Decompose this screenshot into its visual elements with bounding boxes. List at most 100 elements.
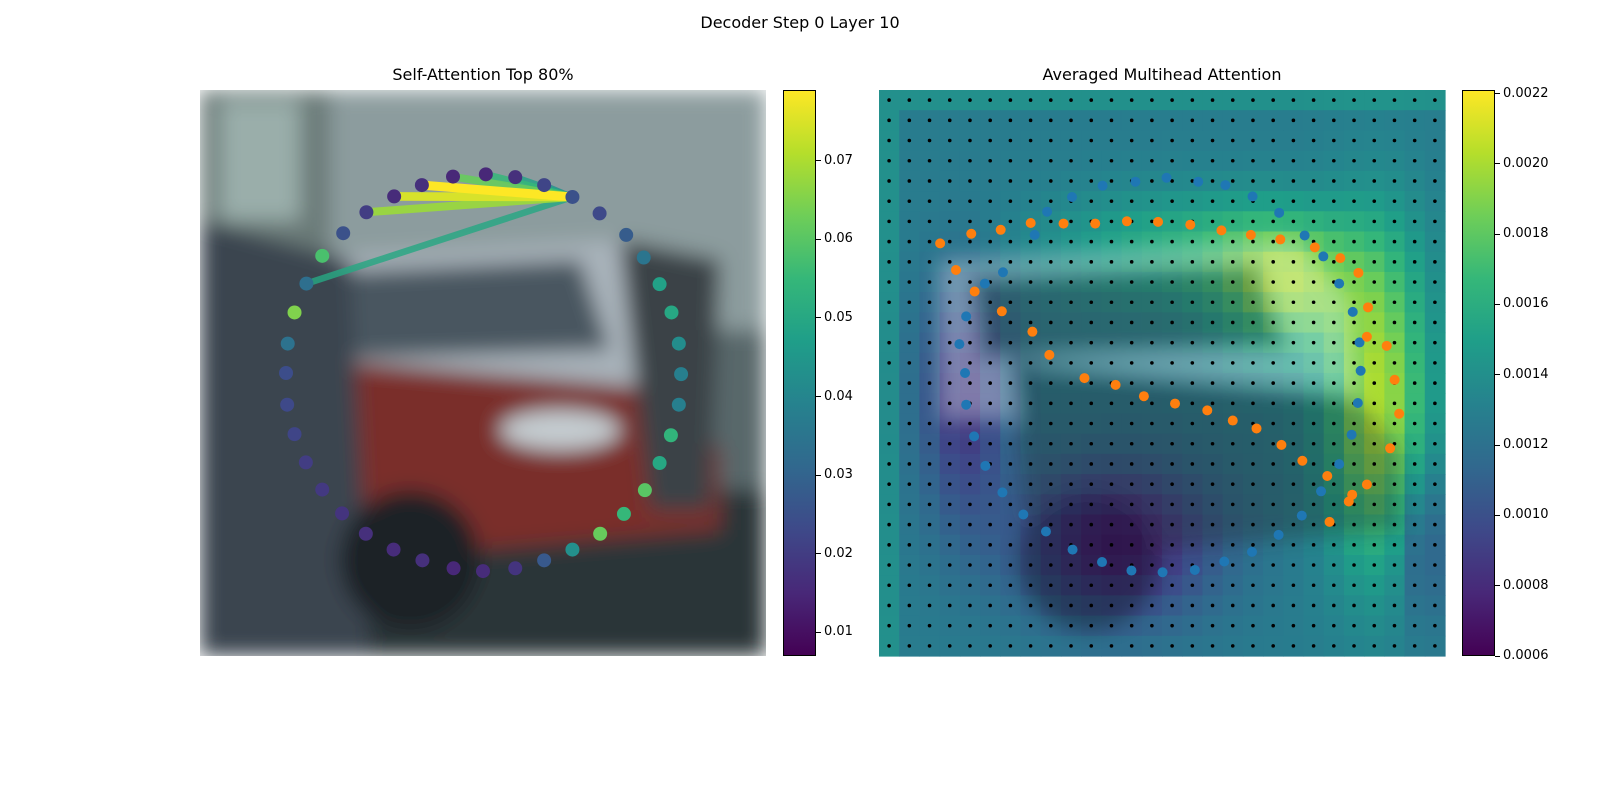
orange-point [1027, 326, 1038, 337]
attention-point [279, 366, 294, 380]
blue-point [1334, 459, 1345, 470]
blue-point [1219, 556, 1230, 567]
colorbar-tick-mark [816, 553, 821, 555]
attention-point [664, 305, 679, 320]
blue-point [1161, 172, 1172, 183]
colorbar-tick-label: 0.0010 [1503, 507, 1549, 523]
blue-point [1355, 365, 1366, 376]
blue-point [1193, 176, 1204, 187]
orange-point [1090, 218, 1101, 229]
blue-point [1296, 510, 1307, 521]
colorbar-tick-mark [1495, 303, 1500, 305]
colorbar-tick-mark [816, 317, 821, 319]
colorbar-tick-label: 0.06 [824, 231, 853, 247]
attention-point [386, 542, 401, 557]
attention-point [299, 276, 314, 291]
colorbar-tick-label: 0.02 [824, 545, 853, 561]
blue-point [1273, 529, 1284, 540]
attention-point [287, 427, 302, 442]
orange-point [1251, 423, 1262, 434]
attention-point [671, 397, 686, 412]
colorbar-tick-mark [1495, 444, 1500, 446]
colorbar-tick-mark [816, 474, 821, 476]
attention-point [671, 336, 686, 351]
attention-point [446, 169, 461, 184]
orange-point [1361, 331, 1372, 342]
colorbar-tick-mark [816, 396, 821, 398]
blue-point [1334, 278, 1345, 289]
right-colorbar [1462, 90, 1495, 656]
attention-point [619, 227, 634, 242]
blue-point [954, 339, 965, 350]
attention-point [565, 189, 580, 204]
blue-point [1354, 337, 1365, 348]
blue-point [1126, 565, 1137, 576]
orange-points [935, 216, 1405, 527]
colorbar-tick-label: 0.0020 [1503, 155, 1549, 171]
blue-point [1274, 207, 1285, 218]
attention-point [315, 482, 330, 497]
colorbar-tick-label: 0.0016 [1503, 296, 1549, 312]
blue-point [1247, 191, 1258, 202]
blue-point [1042, 206, 1053, 217]
colorbar-tick-label: 0.03 [824, 467, 853, 483]
attention-point [636, 250, 651, 265]
attention-point [508, 170, 523, 185]
orange-point [1276, 439, 1287, 450]
attention-point [280, 397, 295, 412]
attention-point [298, 455, 313, 470]
blue-point [961, 311, 972, 322]
attention-point [476, 564, 490, 579]
colorbar-tick-label: 0.0022 [1503, 85, 1549, 101]
background-photo-overlay [939, 240, 1399, 630]
blue-point [1040, 526, 1051, 537]
colorbar-tick-mark [816, 238, 821, 240]
colorbar-tick-label: 0.05 [824, 309, 853, 325]
orange-point [1110, 379, 1121, 390]
blue-point [1067, 544, 1078, 555]
blue-point [1097, 180, 1108, 191]
colorbar-tick-mark [816, 631, 821, 633]
attention-point [616, 506, 631, 521]
attention-point [637, 483, 652, 498]
orange-point [1389, 374, 1400, 385]
attention-point [508, 561, 523, 576]
attention-point [446, 561, 461, 576]
blue-point [979, 278, 990, 289]
colorbar-tick-mark [1495, 233, 1500, 235]
blue-point [1346, 429, 1357, 440]
attention-point [336, 226, 351, 241]
blue-point [1029, 229, 1040, 240]
grid-dots [887, 98, 1437, 648]
orange-point [969, 286, 980, 297]
colorbar-tick-label: 0.0006 [1503, 648, 1549, 663]
attention-point [280, 336, 295, 351]
colorbar-tick-mark [1495, 655, 1500, 657]
blue-point [1067, 191, 1078, 202]
colorbar-tick-label: 0.0012 [1503, 437, 1549, 453]
attention-point [537, 178, 552, 193]
blue-point [1189, 564, 1200, 575]
orange-point [935, 238, 946, 249]
orange-point [1245, 229, 1256, 240]
colorbar-tick-label: 0.0018 [1503, 226, 1549, 242]
colorbar-tick-label: 0.0008 [1503, 577, 1549, 593]
orange-point [996, 306, 1007, 317]
attention-point [287, 305, 302, 320]
attention-points [279, 167, 689, 579]
blue-point [960, 368, 971, 378]
colorbar-tick-mark [816, 160, 821, 162]
orange-point [1202, 405, 1213, 416]
blue-point [1097, 557, 1108, 568]
blue-point [1220, 180, 1231, 191]
attention-line [417, 180, 577, 202]
attention-point [674, 367, 689, 382]
blue-point [1316, 486, 1327, 497]
attention-point [663, 428, 678, 443]
blue-point [969, 431, 980, 442]
orange-point [1058, 218, 1069, 229]
orange-point [1275, 234, 1286, 245]
attention-point [592, 206, 607, 221]
colorbar-tick-mark [1495, 163, 1500, 165]
attention-point [335, 506, 350, 521]
